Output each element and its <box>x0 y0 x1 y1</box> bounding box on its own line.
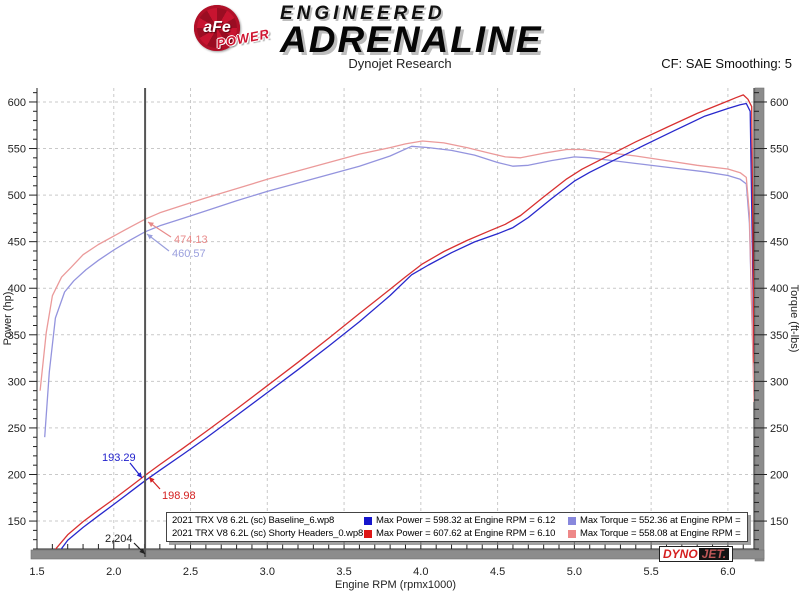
chart-title: Dynojet Research <box>348 56 452 71</box>
bottom-axis-bar <box>30 549 765 560</box>
annotation-arrowhead-0 <box>148 222 154 228</box>
legend-power-swatch-1 <box>364 529 372 538</box>
smoothing-setting: CF: SAE Smoothing: 5 <box>661 56 792 71</box>
annotation-value-4: 2,204 <box>105 533 133 545</box>
afe-power-logo: aFe POWER <box>192 3 271 55</box>
annotation-value-1: 460.57 <box>172 248 206 260</box>
x-tick-label: 3.0 <box>260 566 275 578</box>
series-power-shorty-headers <box>54 94 754 549</box>
legend-max-torque-1: Max Torque = 558.08 at Engine RPM = 4.01 <box>580 528 742 539</box>
y-tick-label-left: 600 <box>8 97 26 109</box>
legend-max-power-1: Max Power = 607.62 at Engine RPM = 6.10 <box>376 528 556 539</box>
y-tick-label-right: 350 <box>770 330 788 342</box>
x-tick-label: 5.0 <box>567 566 582 578</box>
x-tick-label: 3.5 <box>336 566 351 578</box>
annotation-value-0: 474.13 <box>174 234 208 246</box>
legend-power-swatch-0 <box>364 516 372 525</box>
y-tick-label-right: 400 <box>770 283 788 295</box>
y-tick-label-left: 150 <box>8 516 26 528</box>
dynojet-logo-dyno: DYNO <box>663 547 698 561</box>
legend-row-shorty-headers: 2021 TRX V8 6.2L (sc) Shorty Headers_0.w… <box>167 527 747 540</box>
afe-logo-text: aFe <box>203 19 231 36</box>
y-tick-label-right: 550 <box>770 144 788 156</box>
y-tick-label-right: 300 <box>770 376 788 388</box>
annotation-value-3: 198.98 <box>162 490 196 502</box>
right-axis-bar <box>754 87 765 562</box>
brand-engineered: ENGINEERED <box>280 3 446 24</box>
y-tick-label-right: 500 <box>770 190 788 202</box>
x-tick-label: 2.5 <box>183 566 198 578</box>
dynojet-logo-jet: JET. <box>698 548 730 560</box>
x-tick-label: 2.0 <box>106 566 121 578</box>
legend-file-0: 2021 TRX V8 6.2L (sc) Baseline_6.wp8 <box>172 515 335 526</box>
legend-row-baseline: 2021 TRX V8 6.2L (sc) Baseline_6.wp8 Max… <box>167 514 747 527</box>
header: aFe POWER ENGINEERED ADRENALINE <box>192 3 543 60</box>
x-axis-label: Engine RPM (rpmx1000) <box>335 579 456 591</box>
brand-adrenaline: ADRENALINE <box>280 19 543 60</box>
legend-box: 2021 TRX V8 6.2L (sc) Baseline_6.wp8 Max… <box>166 512 748 542</box>
x-tick-label: 4.5 <box>490 566 505 578</box>
y-tick-label-left: 200 <box>8 469 26 481</box>
x-tick-label: 4.0 <box>413 566 428 578</box>
annotation-arrowhead-2 <box>136 472 142 478</box>
annotation-arrowhead-4 <box>139 548 145 554</box>
y-tick-label-right: 450 <box>770 237 788 249</box>
y-tick-label-right: 250 <box>770 423 788 435</box>
x-tick-label: 5.5 <box>643 566 658 578</box>
y-axis-label-power: Power (hp) <box>2 292 14 346</box>
legend-max-power-0: Max Power = 598.32 at Engine RPM = 6.12 <box>376 515 556 526</box>
y-tick-label-left: 300 <box>8 376 26 388</box>
legend-torque-swatch-0 <box>568 516 576 525</box>
series-torque-shorty-headers <box>39 140 754 402</box>
annotation-value-2: 193.29 <box>102 452 136 464</box>
y-tick-label-left: 450 <box>8 237 26 249</box>
dynojet-logo: DYNO JET. <box>659 546 734 562</box>
y-tick-label-left: 350 <box>8 330 26 342</box>
y-tick-label-right: 200 <box>770 469 788 481</box>
y-tick-label-left: 500 <box>8 190 26 202</box>
annotation-arrowhead-1 <box>147 234 153 240</box>
y-tick-label-right: 600 <box>770 97 788 109</box>
legend-torque-swatch-1 <box>568 529 576 538</box>
legend-max-torque-0: Max Torque = 552.36 at Engine RPM = 3.94 <box>580 515 742 526</box>
x-tick-label: 1.5 <box>29 566 44 578</box>
afe-logo-circle: aFe <box>194 5 240 51</box>
y-tick-label-left: 550 <box>8 144 26 156</box>
series-torque-baseline <box>44 145 754 438</box>
y-tick-label-left: 250 <box>8 423 26 435</box>
y-axis-label-torque: Torque (ft-lbs) <box>788 285 800 353</box>
series-power-baseline <box>60 102 754 549</box>
y-tick-label-left: 400 <box>8 283 26 295</box>
annotation-arrowhead-3 <box>149 477 155 483</box>
x-tick-label: 6.0 <box>720 566 735 578</box>
brand-wordmark: ENGINEERED ADRENALINE <box>280 3 543 60</box>
y-tick-label-right: 150 <box>770 516 788 528</box>
legend-file-1: 2021 TRX V8 6.2L (sc) Shorty Headers_0.w… <box>172 528 364 539</box>
